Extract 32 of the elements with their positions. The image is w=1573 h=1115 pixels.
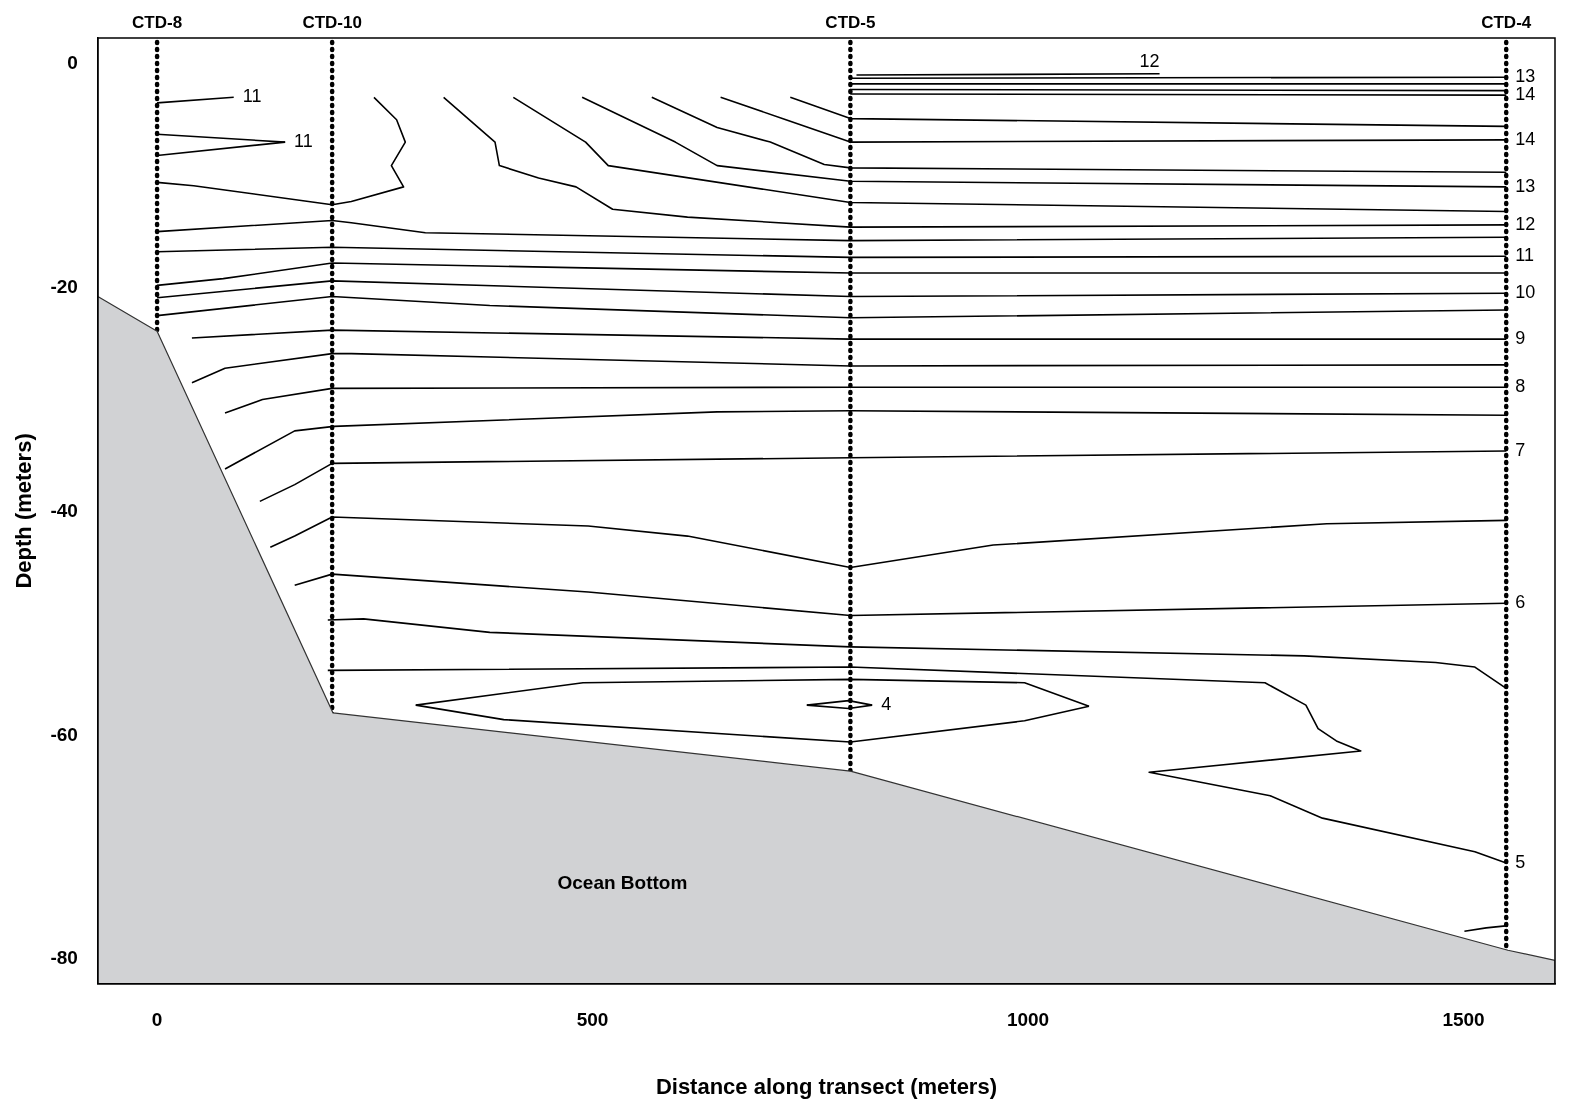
y-tick-label: -20 [50,275,78,297]
series-label: 13 [1515,66,1536,87]
ref-line-label: CTD-10 [302,13,362,33]
series-label: 4 [881,694,892,715]
x-tick-label: 1500 [1442,1009,1485,1031]
x-axis-title: Distance along transect (meters) [655,1073,997,1099]
annotation: Ocean Bottom [557,872,688,894]
series-label: 11 [294,131,313,152]
x-tick-label: 0 [151,1009,163,1031]
y-tick-label: -80 [50,947,78,969]
series-label: 7 [1515,439,1526,460]
ref-line-label: CTD-8 [132,13,183,33]
series-label: 10 [1515,282,1536,303]
series-label: 12 [1139,50,1160,71]
series-label: 9 [1515,328,1526,349]
series-label: 14 [1515,128,1536,149]
x-tick-label: 1000 [1006,1009,1050,1031]
series-label: 11 [1515,245,1534,266]
y-tick-label: 0 [67,51,78,73]
series-label: 11 [242,86,262,107]
ref-line-label: CTD-4 [1481,13,1532,33]
y-axis-title: Depth (meters) [11,433,37,589]
series-label: 8 [1515,376,1526,397]
series-label: 5 [1515,851,1526,872]
y-tick-label: -40 [50,499,78,521]
x-tick-label: 500 [576,1009,609,1031]
series-label: 12 [1515,213,1536,234]
series-label: 6 [1515,592,1526,613]
series-label: 14 [1515,84,1536,105]
y-tick-label: -60 [50,723,78,745]
series-label: 13 [1515,175,1536,196]
ref-line-label: CTD-5 [825,13,876,33]
